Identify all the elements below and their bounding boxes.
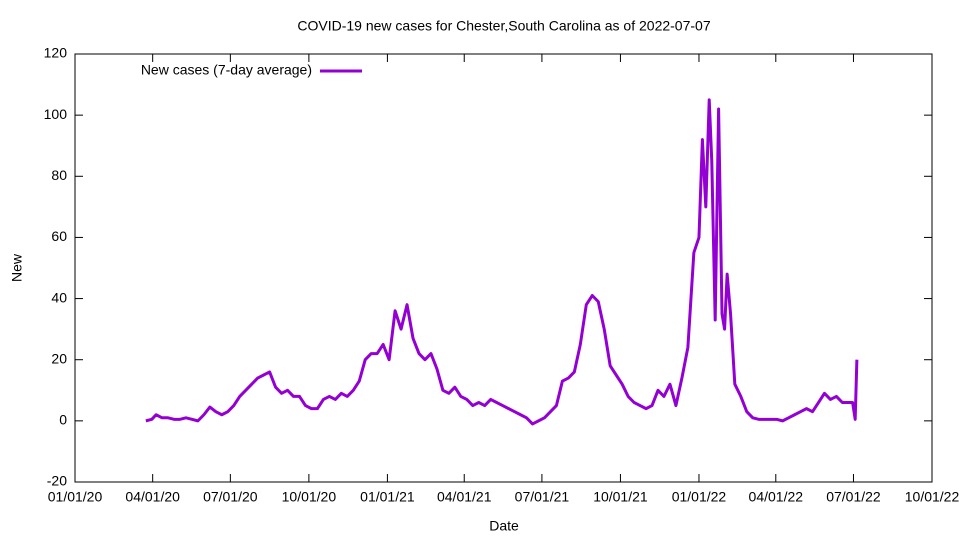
x-tick-label: 01/01/20 [48,489,103,505]
x-tick-label: 10/01/20 [282,489,337,505]
y-axis-label: New [9,253,25,282]
x-tick-label: 10/01/21 [593,489,648,505]
y-tick-label: 0 [59,412,67,428]
y-tick-label: -20 [47,473,67,489]
x-tick-label: 07/01/21 [515,489,570,505]
legend-label: New cases (7-day average) [141,62,312,78]
x-tick-label: 04/01/20 [125,489,180,505]
x-tick-label: 10/01/22 [905,489,960,505]
x-tick-label: 01/01/22 [672,489,727,505]
y-tick-label: 80 [51,167,67,183]
y-tick-label: 40 [51,289,67,305]
y-tick-label: 120 [44,45,68,61]
x-tick-label: 01/01/21 [360,489,415,505]
chart-title: COVID-19 new cases for Chester,South Car… [297,18,710,34]
plot-frame [74,53,933,483]
series-line [145,98,859,426]
x-tick-label: 07/01/20 [203,489,258,505]
x-axis-label: Date [489,518,519,534]
y-tick-label: 100 [44,106,68,122]
x-tick-label: 04/01/21 [437,489,492,505]
x-tick-label: 07/01/22 [826,489,881,505]
x-tick-label: 04/01/22 [749,489,804,505]
y-tick-label: 20 [51,350,67,366]
y-tick-label: 60 [51,228,67,244]
